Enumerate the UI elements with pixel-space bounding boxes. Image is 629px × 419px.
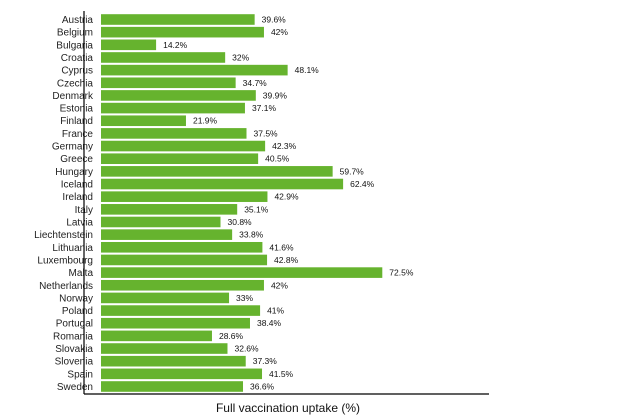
bars-group [101, 14, 383, 392]
bar-slovenia [101, 355, 246, 367]
value-label: 59.7% [340, 166, 365, 176]
value-label: 42.8% [274, 255, 299, 265]
category-label: Cyprus [61, 66, 93, 77]
bar-denmark [101, 90, 256, 101]
x-axis-title: Full vaccination uptake (%) [216, 401, 360, 415]
bar-czechia [101, 77, 236, 89]
category-label: Denmark [52, 91, 94, 102]
value-label: 41.6% [269, 242, 294, 252]
category-label: Germany [52, 142, 93, 153]
category-label: Netherlands [39, 281, 93, 292]
value-label: 41% [267, 306, 284, 316]
bar-iceland [101, 178, 344, 190]
value-label: 21.9% [193, 116, 218, 126]
bar-belgium [101, 26, 264, 38]
category-label: France [62, 129, 94, 140]
category-label: Iceland [61, 180, 93, 191]
category-label: Estonia [60, 104, 94, 115]
value-label: 72.5% [389, 268, 414, 278]
bar-cyprus [101, 64, 288, 76]
bar-portugal [101, 317, 250, 329]
bar-bulgaria [101, 39, 157, 51]
value-label: 37.5% [254, 128, 279, 138]
bar-sweden [101, 381, 244, 392]
category-label: Belgium [57, 28, 93, 39]
bar-lithuania [101, 241, 263, 253]
bar-slovakia [101, 343, 228, 354]
value-label: 33% [236, 293, 253, 303]
category-label: Ireland [62, 192, 93, 203]
value-label: 32.6% [234, 344, 259, 354]
category-label: Portugal [56, 319, 93, 330]
category-label: Spain [67, 369, 93, 380]
category-label: Bulgaria [56, 40, 93, 51]
category-label: Norway [59, 293, 93, 304]
value-label: 40.5% [265, 154, 290, 164]
value-label: 30.8% [228, 217, 253, 227]
category-label: Latvia [66, 217, 93, 228]
category-label: Poland [62, 306, 93, 317]
value-label: 42% [271, 27, 288, 37]
value-label: 39.6% [262, 15, 287, 25]
bar-liechtenstein [101, 229, 233, 240]
bar-austria [101, 14, 255, 25]
value-label: 33.8% [239, 230, 264, 240]
category-label: Czechia [57, 78, 94, 89]
value-label: 28.6% [219, 331, 244, 341]
value-label: 39.9% [263, 90, 288, 100]
value-label: 38.4% [257, 318, 282, 328]
category-label: Austria [62, 15, 94, 26]
bar-ireland [101, 191, 268, 202]
category-label: Greece [60, 154, 93, 165]
category-label: Slovakia [55, 344, 93, 355]
value-label: 48.1% [295, 65, 320, 75]
value-labels: 39.6% 42% 14.2% 32% 48.1% 34.7% 39.9% 37.1% 21.9… [163, 15, 414, 392]
bar-italy [101, 204, 238, 215]
category-label: Sweden [57, 382, 93, 393]
value-label: 62.4% [350, 179, 375, 189]
bar-greece [101, 153, 259, 165]
bar-poland [101, 305, 261, 316]
value-label: 42% [271, 280, 288, 290]
value-label: 41.5% [269, 369, 294, 379]
category-label: Finland [60, 116, 93, 127]
bar-germany [101, 140, 266, 152]
category-label: Romania [53, 331, 93, 342]
bar-finland [101, 115, 186, 127]
value-label: 35.1% [244, 204, 269, 214]
value-label: 42.9% [274, 192, 299, 202]
category-label: Malta [69, 268, 94, 279]
bar-croatia [101, 52, 226, 63]
bar-norway [101, 292, 230, 304]
bar-latvia [101, 216, 221, 228]
value-label: 37.3% [253, 356, 278, 366]
value-label: 37.1% [252, 103, 277, 113]
value-label: 36.6% [250, 382, 275, 392]
bar-france [101, 128, 247, 139]
bar-luxembourg [101, 254, 268, 266]
category-label: Liechtenstein [34, 230, 93, 241]
value-label: 34.7% [243, 78, 268, 88]
bar-hungary [101, 166, 333, 177]
category-label: Slovenia [55, 357, 94, 368]
category-label: Lithuania [52, 243, 93, 254]
value-label: 42.3% [272, 141, 297, 151]
bar-netherlands [101, 279, 264, 291]
value-label: 14.2% [163, 40, 188, 50]
bar-spain [101, 368, 263, 380]
value-label: 32% [232, 52, 249, 62]
category-label: Hungary [55, 167, 93, 178]
category-label: Luxembourg [37, 255, 93, 266]
bar-romania [101, 330, 212, 342]
bar-estonia [101, 102, 245, 114]
bar-malta [101, 267, 383, 278]
category-label: Croatia [61, 53, 94, 64]
